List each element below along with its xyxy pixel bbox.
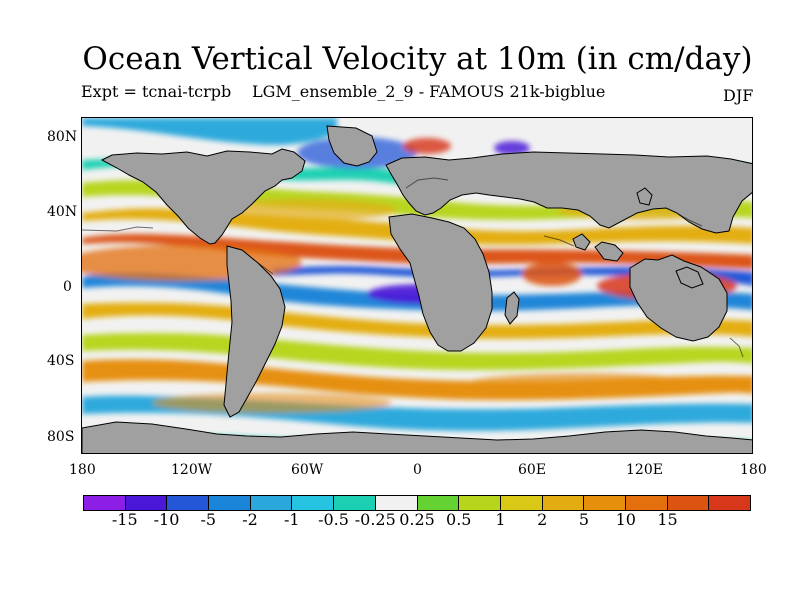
colorbar-swatch-5 xyxy=(250,496,293,510)
eurasia-landmass xyxy=(385,151,752,234)
coastline-caribbean-segment xyxy=(257,262,274,275)
lon-tick-120e: 120E xyxy=(626,462,663,478)
colorbar-label-10: 1 xyxy=(495,510,506,529)
north-america-landmass xyxy=(100,148,306,245)
lon-tick-60e: 60E xyxy=(518,462,547,478)
colorbar-label-4: -2 xyxy=(242,510,258,529)
japan-landmass xyxy=(636,187,653,206)
run-label: LGM_ensemble_2_9 - FAMOUS 21k-bigblue xyxy=(252,82,606,101)
map-title: Ocean Vertical Velocity at 10m (in cm/da… xyxy=(82,41,753,77)
coastline-east-asia-segment xyxy=(677,213,703,227)
lon-tick-120w: 120W xyxy=(171,462,213,478)
colorbar-swatch-3 xyxy=(167,496,210,510)
map-svg xyxy=(82,118,752,453)
colorbar-label-14: 15 xyxy=(657,510,678,529)
lat-tick-80s: 80S xyxy=(47,429,75,445)
coastline-pacific-segment xyxy=(82,226,154,232)
colorbar-label-2: -10 xyxy=(153,510,180,529)
southern-ocean-warm-ribbon xyxy=(152,393,392,413)
lat-tick-40s: 40S xyxy=(47,353,75,369)
colorbar-label-3: -5 xyxy=(200,510,217,529)
colorbar xyxy=(83,495,751,511)
colorbar-label-8: 0.25 xyxy=(399,510,435,529)
colorbar-swatch-8 xyxy=(375,496,418,510)
colorbar-label-1: -15 xyxy=(111,510,138,529)
lat-tick-40n: 40N xyxy=(47,204,78,220)
antarctica-landmass xyxy=(82,421,752,453)
south-america-landmass xyxy=(223,245,286,418)
lon-tick-60w: 60W xyxy=(291,462,324,478)
coastline-arabian-sea-segment xyxy=(543,235,575,247)
coastline-details xyxy=(82,177,744,358)
colorbar-swatch-12 xyxy=(542,496,585,510)
colorbar-swatch-4 xyxy=(209,496,251,510)
experiment-label: Expt = tcnai-tcrpb xyxy=(81,82,232,101)
coastline-new-zealand-segment xyxy=(729,337,744,358)
north-pacific-warm-band xyxy=(217,199,397,221)
colorbar-swatch-11 xyxy=(500,496,543,510)
new-guinea-landmass xyxy=(675,266,704,289)
coastline-mediterranean-segment xyxy=(405,177,449,189)
colorbar-swatch-1 xyxy=(84,496,126,510)
colorbar-label-13: 10 xyxy=(615,510,636,529)
sumatra-landmass xyxy=(572,233,591,251)
madagascar-landmass xyxy=(504,291,520,325)
lon-tick-0: 0 xyxy=(413,462,422,478)
africa-landmass xyxy=(388,213,493,352)
colorbar-swatch-10 xyxy=(459,496,501,510)
colorbar-swatch-2 xyxy=(125,496,168,510)
colorbar-swatch-13 xyxy=(584,496,626,510)
colorbar-label-5: -1 xyxy=(283,510,300,529)
north-atlantic-upwelling-patch xyxy=(403,138,451,154)
vertical-velocity-map xyxy=(81,117,753,454)
lat-tick-0: 0 xyxy=(63,279,72,295)
colorbar-label-7: -0.25 xyxy=(354,510,396,529)
lon-tick-180w: 180 xyxy=(69,462,96,478)
colorbar-swatch-14 xyxy=(625,496,668,510)
borneo-landmass xyxy=(594,241,624,262)
colorbar-label-6: -0.5 xyxy=(318,510,349,529)
colorbar-label-9: 0.5 xyxy=(446,510,472,529)
colorbar-swatch-7 xyxy=(334,496,376,510)
lat-tick-80n: 80N xyxy=(47,129,78,145)
colorbar-swatch-9 xyxy=(417,496,460,510)
colorbar-label-12: 5 xyxy=(578,510,590,529)
nordic-downwelling-patch xyxy=(494,141,530,155)
indian-ocean-upwelling xyxy=(522,262,582,286)
colorbar-label-11: 2 xyxy=(537,510,548,529)
colorbar-swatch-6 xyxy=(292,496,335,510)
colorbar-swatch-15 xyxy=(667,496,710,510)
season-label: DJF xyxy=(723,86,754,105)
lon-tick-180e: 180 xyxy=(740,462,767,478)
greenland-landmass xyxy=(326,125,378,167)
indian-southern-ocean-ribbon xyxy=(467,373,697,395)
continents xyxy=(82,125,752,453)
colorbar-swatch-16 xyxy=(709,496,750,510)
arctic-band xyxy=(82,118,337,145)
australia-landmass xyxy=(629,254,728,342)
